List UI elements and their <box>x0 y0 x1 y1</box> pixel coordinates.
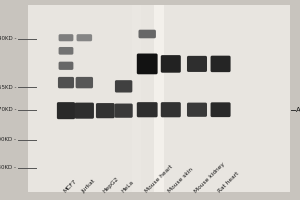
Text: 55KD -: 55KD - <box>0 85 16 90</box>
Text: Mouse kidney: Mouse kidney <box>194 162 226 194</box>
Text: 40KD -: 40KD - <box>0 36 16 41</box>
FancyBboxPatch shape <box>58 77 74 88</box>
Bar <box>28 5 290 192</box>
FancyBboxPatch shape <box>187 56 207 72</box>
FancyBboxPatch shape <box>137 54 158 74</box>
FancyBboxPatch shape <box>96 103 115 118</box>
FancyBboxPatch shape <box>58 34 74 41</box>
FancyBboxPatch shape <box>137 102 158 117</box>
FancyBboxPatch shape <box>211 102 231 117</box>
Text: Mouse heart: Mouse heart <box>144 164 173 194</box>
Bar <box>132 5 141 192</box>
FancyBboxPatch shape <box>58 62 74 70</box>
FancyBboxPatch shape <box>115 104 133 118</box>
Text: MCF7: MCF7 <box>62 179 78 194</box>
Text: Rat heart: Rat heart <box>217 171 240 194</box>
FancyBboxPatch shape <box>76 34 92 41</box>
FancyBboxPatch shape <box>211 56 231 72</box>
FancyBboxPatch shape <box>58 47 74 55</box>
Text: Jurkat: Jurkat <box>81 178 96 194</box>
Text: Mouse skin: Mouse skin <box>167 167 194 194</box>
FancyBboxPatch shape <box>139 30 156 38</box>
Text: HeLa: HeLa <box>120 180 134 194</box>
Text: HepG2: HepG2 <box>102 176 120 194</box>
FancyBboxPatch shape <box>161 55 181 73</box>
FancyBboxPatch shape <box>76 77 93 88</box>
Text: 70KD -: 70KD - <box>0 107 16 112</box>
FancyBboxPatch shape <box>75 103 94 119</box>
FancyBboxPatch shape <box>187 103 207 117</box>
FancyBboxPatch shape <box>115 80 132 93</box>
FancyBboxPatch shape <box>57 102 75 119</box>
Text: 100KD -: 100KD - <box>0 137 16 142</box>
FancyBboxPatch shape <box>161 102 181 117</box>
Text: ABCB8: ABCB8 <box>296 107 300 113</box>
Text: 130KD -: 130KD - <box>0 165 16 170</box>
Bar <box>154 5 164 192</box>
